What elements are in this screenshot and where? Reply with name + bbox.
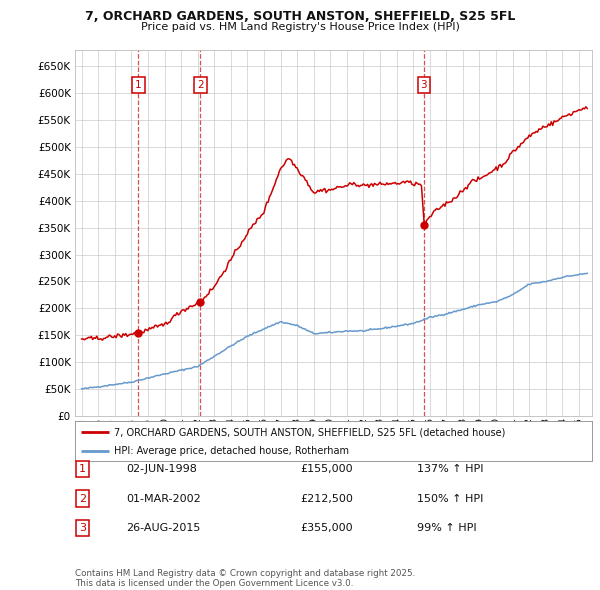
Text: Price paid vs. HM Land Registry's House Price Index (HPI): Price paid vs. HM Land Registry's House … xyxy=(140,22,460,32)
Text: 150% ↑ HPI: 150% ↑ HPI xyxy=(417,494,484,503)
Text: HPI: Average price, detached house, Rotherham: HPI: Average price, detached house, Roth… xyxy=(114,447,349,456)
Text: 99% ↑ HPI: 99% ↑ HPI xyxy=(417,523,476,533)
Text: 1: 1 xyxy=(79,464,86,474)
Text: 3: 3 xyxy=(79,523,86,533)
Text: £355,000: £355,000 xyxy=(300,523,353,533)
Text: £155,000: £155,000 xyxy=(300,464,353,474)
Text: £212,500: £212,500 xyxy=(300,494,353,503)
Text: 2: 2 xyxy=(79,494,86,503)
Text: 7, ORCHARD GARDENS, SOUTH ANSTON, SHEFFIELD, S25 5FL (detached house): 7, ORCHARD GARDENS, SOUTH ANSTON, SHEFFI… xyxy=(114,427,505,437)
Text: 3: 3 xyxy=(421,80,427,90)
Text: 137% ↑ HPI: 137% ↑ HPI xyxy=(417,464,484,474)
Text: Contains HM Land Registry data © Crown copyright and database right 2025.
This d: Contains HM Land Registry data © Crown c… xyxy=(75,569,415,588)
Text: 02-JUN-1998: 02-JUN-1998 xyxy=(126,464,197,474)
Text: 1: 1 xyxy=(135,80,142,90)
Text: 2: 2 xyxy=(197,80,203,90)
Text: 7, ORCHARD GARDENS, SOUTH ANSTON, SHEFFIELD, S25 5FL: 7, ORCHARD GARDENS, SOUTH ANSTON, SHEFFI… xyxy=(85,10,515,23)
Text: 26-AUG-2015: 26-AUG-2015 xyxy=(126,523,200,533)
Text: 01-MAR-2002: 01-MAR-2002 xyxy=(126,494,201,503)
